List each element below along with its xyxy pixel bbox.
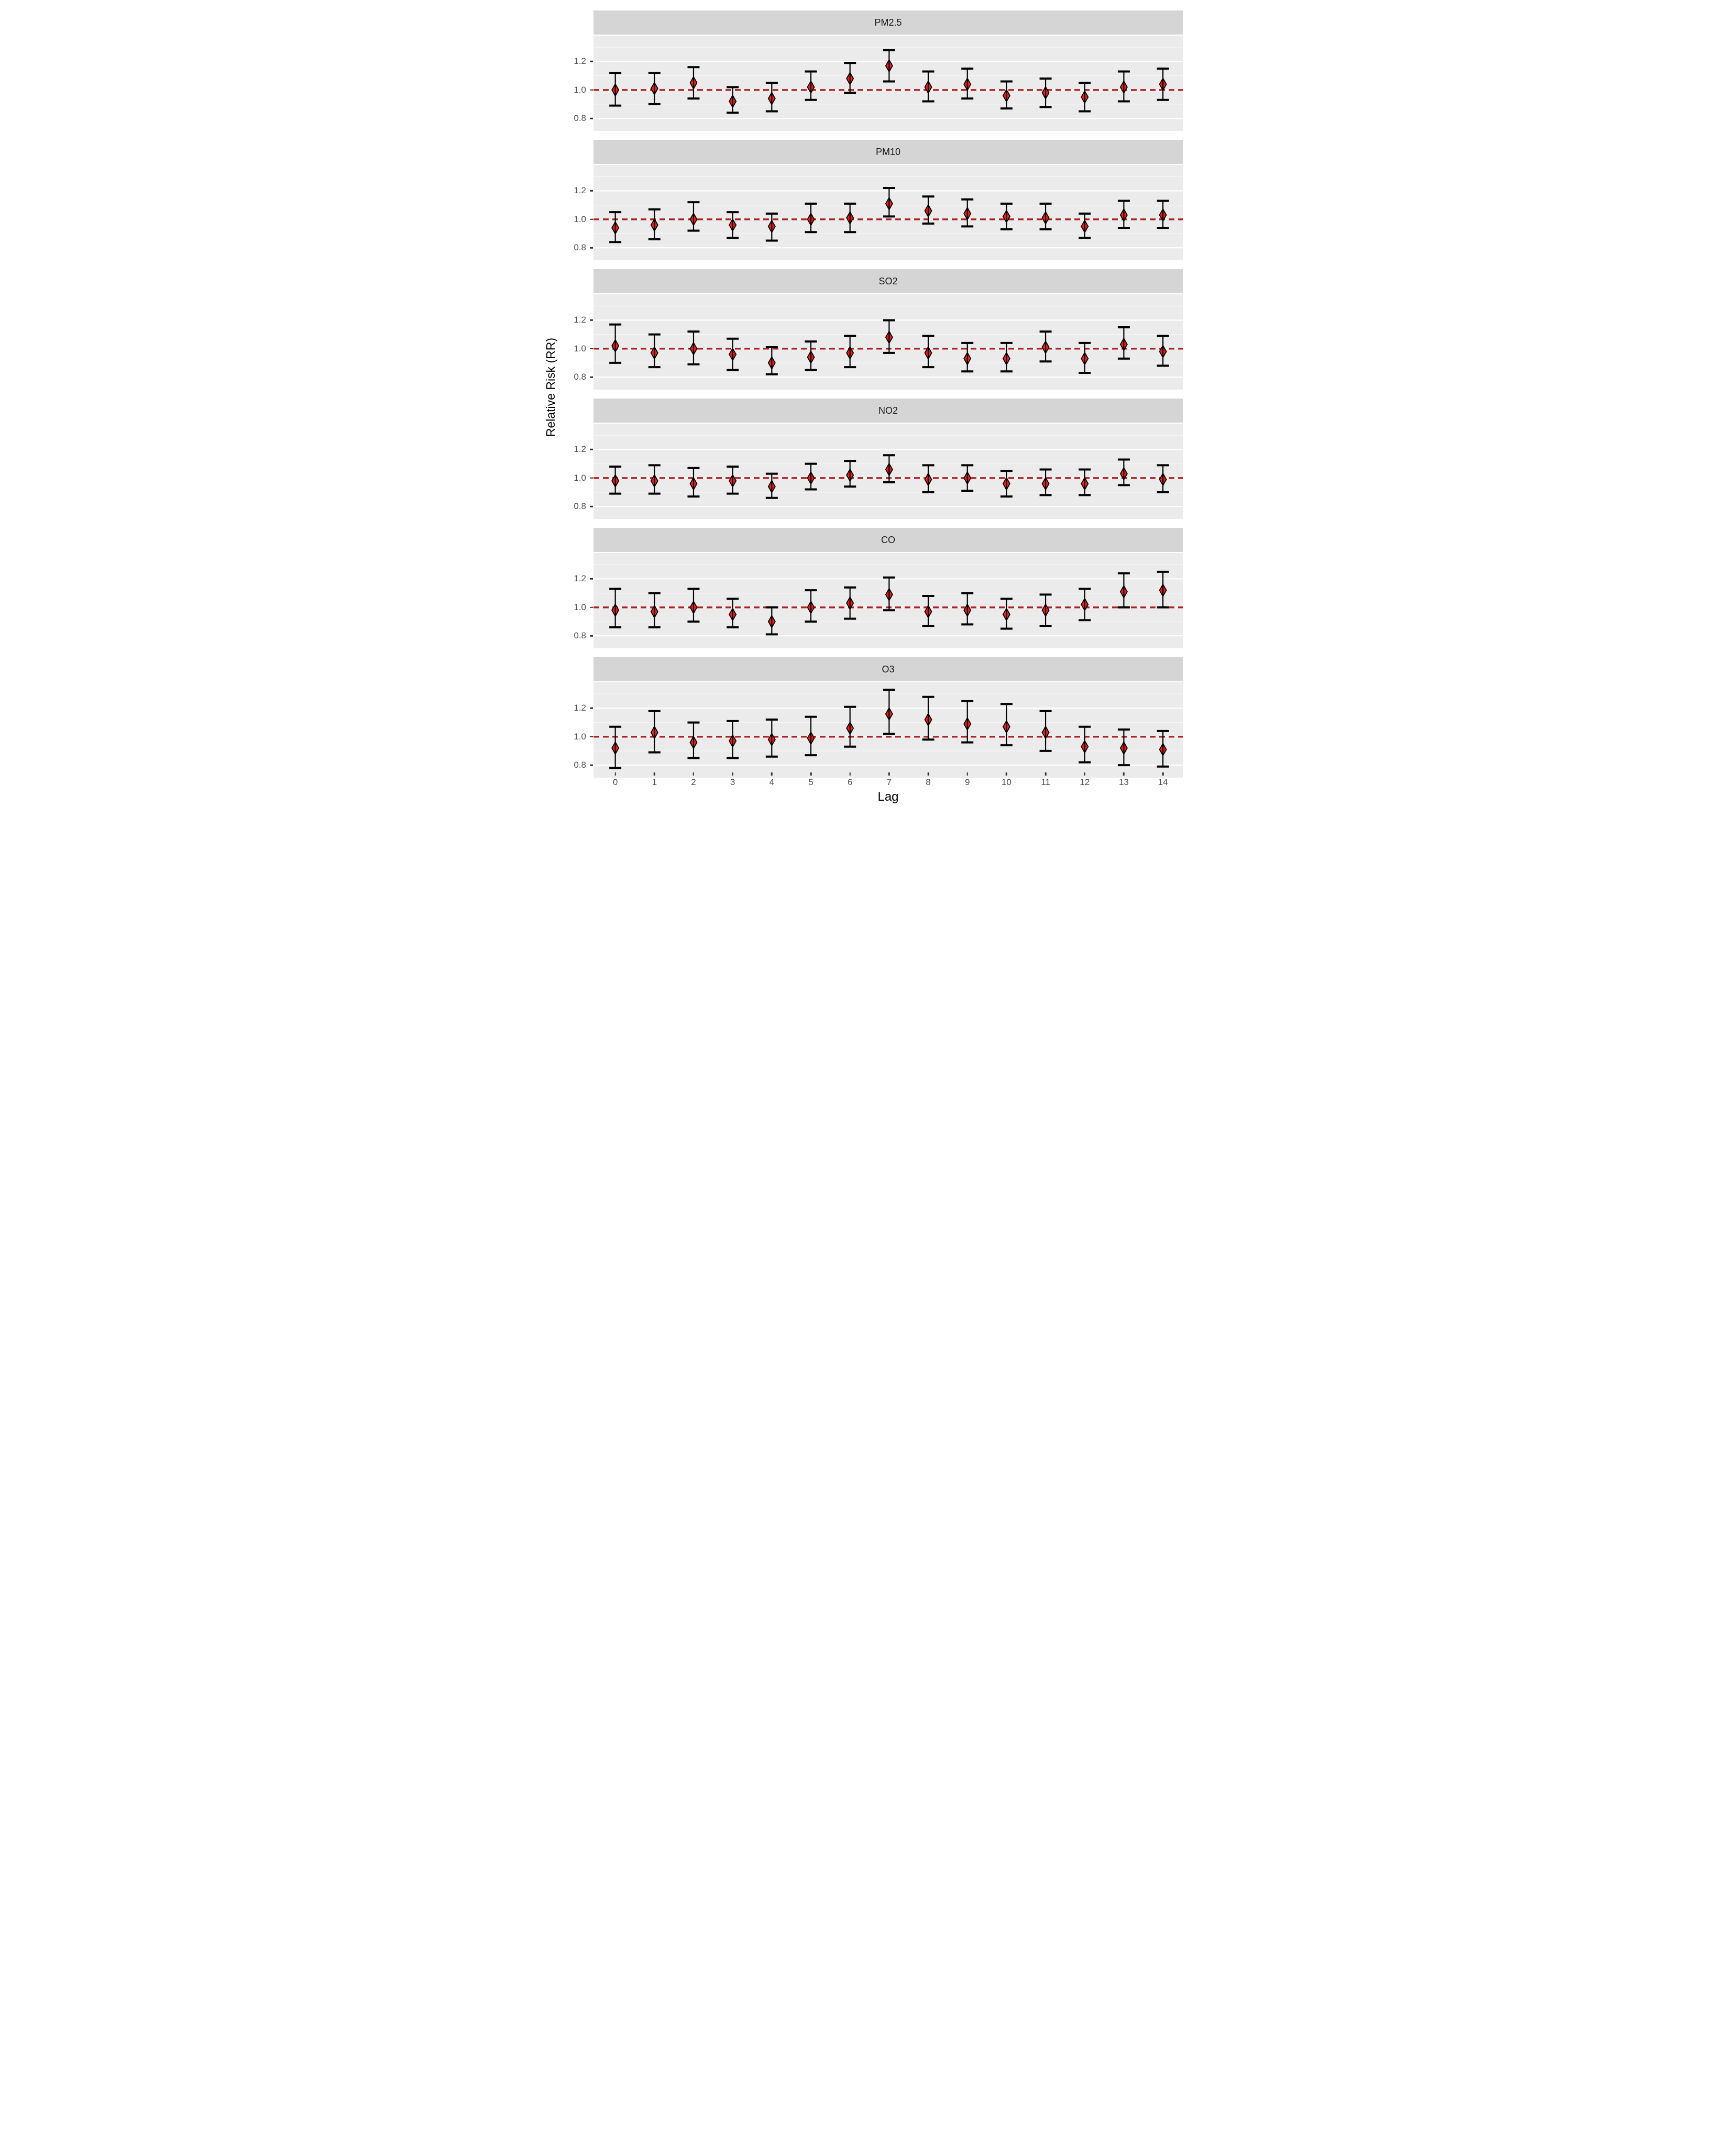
x-axis: 0 1 2 3 4 5 6 7 8 9 10 11 12 13 14 xyxy=(593,772,1183,793)
facet-SO2: SO2 1.2 1.0 0.8 xyxy=(574,269,1183,390)
panel-PM10: 1.2 1.0 0.8 xyxy=(574,165,1183,260)
panel-plot-CO xyxy=(593,564,1183,637)
y-tick-label: 1.2 xyxy=(574,315,586,325)
y-tick-mark xyxy=(590,477,593,479)
y-tick-mark xyxy=(590,61,593,62)
y-tick-label: 1.0 xyxy=(574,343,586,353)
facet-O3: O3 1.2 1.0 0.8 xyxy=(574,657,1183,778)
facet-strip-label: NO2 xyxy=(878,405,898,416)
facet-strip-label: CO xyxy=(881,534,895,545)
x-tick-label: 7 xyxy=(886,777,892,787)
facet-strip: SO2 xyxy=(593,269,1183,293)
y-tick-label: 0.8 xyxy=(574,760,586,770)
panel-CO: 1.2 1.0 0.8 xyxy=(574,553,1183,648)
y-tick-mark xyxy=(590,190,593,192)
x-tick-label: 14 xyxy=(1158,777,1168,787)
x-tick-mark xyxy=(888,772,890,776)
x-tick-mark xyxy=(849,772,851,776)
panel-plot-PM2.5 xyxy=(593,47,1183,119)
facet-CO: CO 1.2 1.0 0.8 xyxy=(574,528,1183,648)
faceted-forest-plot-figure: Relative Risk (RR) PM2.5 1.2 1.0 0.8 PM10 1.2… xyxy=(540,0,1186,808)
y-tick-mark xyxy=(590,449,593,450)
facet-strip-label: PM10 xyxy=(875,146,901,157)
x-tick-mark xyxy=(732,772,733,776)
x-tick-label: 3 xyxy=(730,777,735,787)
y-tick-label: 1.2 xyxy=(574,573,586,584)
facet-strip-label: O3 xyxy=(882,664,895,675)
x-tick-mark xyxy=(927,772,929,776)
panel-SO2: 1.2 1.0 0.8 xyxy=(574,294,1183,390)
y-tick-label: 1.0 xyxy=(574,602,586,612)
y-tick-mark xyxy=(590,247,593,249)
y-tick-mark xyxy=(590,376,593,378)
x-tick-label: 4 xyxy=(769,777,775,787)
y-tick-label: 1.2 xyxy=(574,444,586,455)
x-tick-label: 6 xyxy=(847,777,853,787)
x-tick-mark xyxy=(1084,772,1085,776)
x-tick-label: 9 xyxy=(964,777,970,787)
panel-plot-PM10 xyxy=(593,176,1183,249)
y-tick-mark xyxy=(590,319,593,321)
x-tick-mark xyxy=(654,772,655,776)
y-tick-mark xyxy=(590,117,593,119)
y-tick-label: 1.2 xyxy=(574,185,586,196)
y-tick-label: 1.2 xyxy=(574,703,586,713)
y-tick-label: 1.0 xyxy=(574,731,586,742)
x-tick-mark xyxy=(1162,772,1164,776)
y-tick-mark xyxy=(590,218,593,220)
panel-plot-SO2 xyxy=(593,305,1183,378)
x-tick-label: 11 xyxy=(1041,777,1050,787)
x-tick-mark xyxy=(966,772,968,776)
facet-strip: O3 xyxy=(593,657,1183,681)
y-tick-mark xyxy=(590,606,593,609)
y-tick-mark xyxy=(590,736,593,738)
x-tick-mark xyxy=(1045,772,1047,776)
x-tick-label: 0 xyxy=(612,777,618,787)
y-tick-mark xyxy=(590,505,593,507)
x-tick-label: 2 xyxy=(691,777,696,787)
x-axis-title: Lag xyxy=(877,790,899,804)
x-tick-mark xyxy=(1123,772,1125,776)
panel-O3: 1.2 1.0 0.8 xyxy=(574,682,1183,778)
panel-PM2.5: 1.2 1.0 0.8 xyxy=(574,36,1183,131)
y-tick-mark xyxy=(590,578,593,580)
x-tick-mark xyxy=(614,772,616,776)
y-tick-mark xyxy=(590,635,593,637)
x-tick-label: 8 xyxy=(926,777,931,787)
x-tick-label: 1 xyxy=(652,777,657,787)
facet-PM2.5: PM2.5 1.2 1.0 0.8 xyxy=(574,10,1183,131)
facet-strip: PM2.5 xyxy=(593,10,1183,35)
x-tick-label: 13 xyxy=(1118,777,1129,787)
y-tick-mark xyxy=(590,764,593,766)
panel-NO2: 1.2 1.0 0.8 xyxy=(574,424,1183,519)
x-tick-mark xyxy=(1006,772,1007,776)
y-tick-label: 1.2 xyxy=(574,56,586,67)
y-tick-label: 1.0 xyxy=(574,472,586,483)
panel-plot-NO2 xyxy=(593,435,1183,507)
y-tick-label: 0.8 xyxy=(574,372,586,382)
y-tick-label: 1.0 xyxy=(574,84,586,95)
panel-plot-O3 xyxy=(593,689,1183,769)
facet-strip: NO2 xyxy=(593,399,1183,423)
facet-strip: CO xyxy=(593,528,1183,552)
x-tick-mark xyxy=(771,772,773,776)
facet-strip: PM10 xyxy=(593,140,1183,164)
x-tick-mark xyxy=(810,772,812,776)
y-tick-label: 0.8 xyxy=(574,242,586,253)
facet-strip-label: PM2.5 xyxy=(874,17,902,28)
facet-PM10: PM10 1.2 1.0 0.8 xyxy=(574,140,1183,260)
y-tick-mark xyxy=(590,707,593,709)
y-tick-label: 1.0 xyxy=(574,214,586,224)
x-tick-label: 5 xyxy=(808,777,813,787)
x-tick-label: 12 xyxy=(1080,777,1090,787)
x-tick-label: 10 xyxy=(1001,777,1012,787)
y-tick-mark xyxy=(590,89,593,91)
x-tick-mark xyxy=(692,772,695,776)
y-tick-mark xyxy=(590,348,593,350)
facet-NO2: NO2 1.2 1.0 0.8 xyxy=(574,399,1183,519)
y-tick-label: 0.8 xyxy=(574,631,586,641)
facet-strip-label: SO2 xyxy=(878,275,898,286)
y-tick-label: 0.8 xyxy=(574,501,586,512)
y-tick-label: 0.8 xyxy=(574,113,586,124)
